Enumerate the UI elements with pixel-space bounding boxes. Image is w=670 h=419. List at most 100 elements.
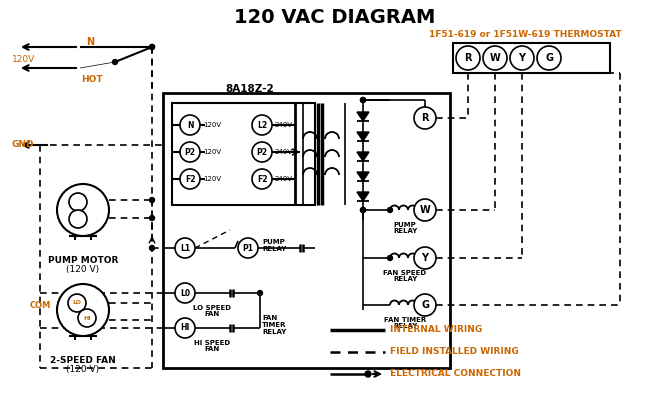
Text: L1: L1 (180, 243, 190, 253)
Text: G: G (421, 300, 429, 310)
Circle shape (257, 290, 263, 295)
Circle shape (57, 184, 109, 236)
Circle shape (175, 318, 195, 338)
Text: 120V: 120V (203, 122, 221, 128)
Circle shape (238, 238, 258, 258)
Text: Y: Y (421, 253, 429, 263)
Text: HOT: HOT (81, 75, 103, 84)
Text: W: W (419, 205, 430, 215)
Text: (120 V): (120 V) (66, 365, 100, 374)
Bar (163, 93, 450, 368)
Bar (172, 103, 315, 205)
Text: N: N (187, 121, 193, 129)
Text: INTERNAL WIRING: INTERNAL WIRING (390, 326, 482, 334)
Text: 120V: 120V (203, 176, 221, 182)
Circle shape (483, 46, 507, 70)
Text: FAN SPEED: FAN SPEED (383, 270, 427, 276)
Circle shape (149, 197, 155, 202)
Text: LO SPEED: LO SPEED (193, 305, 231, 311)
Text: F2: F2 (257, 174, 267, 184)
Text: 2-SPEED FAN: 2-SPEED FAN (50, 356, 116, 365)
Circle shape (57, 284, 109, 336)
Text: FAN: FAN (204, 346, 220, 352)
Circle shape (180, 115, 200, 135)
Circle shape (149, 44, 155, 49)
Circle shape (149, 215, 155, 220)
Text: 120V: 120V (12, 55, 36, 64)
Circle shape (175, 283, 195, 303)
Polygon shape (357, 192, 369, 201)
Circle shape (387, 256, 393, 261)
Text: TIMER: TIMER (262, 322, 287, 328)
Text: P2: P2 (184, 147, 196, 157)
Polygon shape (357, 172, 369, 181)
Circle shape (510, 46, 534, 70)
Circle shape (175, 238, 195, 258)
Text: RELAY: RELAY (393, 276, 417, 282)
Text: RELAY: RELAY (393, 323, 417, 329)
Circle shape (149, 44, 155, 49)
Text: F2: F2 (185, 174, 195, 184)
Circle shape (365, 371, 371, 377)
Circle shape (360, 98, 366, 103)
Text: RELAY: RELAY (393, 228, 417, 234)
Circle shape (360, 207, 366, 212)
Text: PUMP: PUMP (262, 239, 285, 245)
Text: FAN: FAN (262, 315, 277, 321)
Text: 1F51-619 or 1F51W-619 THERMOSTAT: 1F51-619 or 1F51W-619 THERMOSTAT (429, 30, 621, 39)
Text: N: N (86, 37, 94, 47)
Polygon shape (357, 132, 369, 141)
Text: Y: Y (519, 53, 525, 63)
Text: 240V: 240V (275, 176, 293, 182)
Circle shape (414, 199, 436, 221)
Circle shape (360, 207, 366, 212)
Text: G: G (545, 53, 553, 63)
Text: HI: HI (83, 316, 91, 321)
Circle shape (69, 193, 87, 211)
Circle shape (149, 246, 155, 251)
Text: RELAY: RELAY (262, 329, 286, 335)
Circle shape (456, 46, 480, 70)
Text: 8A18Z-2: 8A18Z-2 (226, 84, 275, 94)
Text: COM: COM (29, 302, 51, 310)
Circle shape (69, 210, 87, 228)
Polygon shape (357, 112, 369, 121)
Text: 240V: 240V (275, 149, 293, 155)
Text: P1: P1 (243, 243, 253, 253)
Text: P2: P2 (257, 147, 267, 157)
Text: FIELD INSTALLED WIRING: FIELD INSTALLED WIRING (390, 347, 519, 357)
Circle shape (414, 294, 436, 316)
Text: R: R (421, 113, 429, 123)
Text: LO: LO (72, 300, 82, 305)
Text: R: R (464, 53, 472, 63)
Circle shape (252, 142, 272, 162)
Circle shape (78, 309, 96, 327)
Circle shape (360, 98, 366, 103)
Text: 240V: 240V (275, 122, 293, 128)
Text: L2: L2 (257, 121, 267, 129)
Polygon shape (357, 152, 369, 161)
Circle shape (414, 247, 436, 269)
Circle shape (180, 142, 200, 162)
Text: PUMP: PUMP (394, 222, 416, 228)
Circle shape (252, 169, 272, 189)
Circle shape (537, 46, 561, 70)
Text: PUMP MOTOR: PUMP MOTOR (48, 256, 118, 265)
Text: ELECTRICAL CONNECTION: ELECTRICAL CONNECTION (390, 370, 521, 378)
Circle shape (387, 207, 393, 212)
Circle shape (252, 115, 272, 135)
Text: RELAY: RELAY (262, 246, 286, 252)
Text: HI SPEED: HI SPEED (194, 340, 230, 346)
Text: W: W (490, 53, 500, 63)
Text: L0: L0 (180, 289, 190, 297)
Text: GND: GND (12, 140, 34, 149)
Circle shape (113, 59, 117, 65)
Text: 120 VAC DIAGRAM: 120 VAC DIAGRAM (234, 8, 436, 27)
Circle shape (180, 169, 200, 189)
Text: 120V: 120V (203, 149, 221, 155)
Text: FAN TIMER: FAN TIMER (384, 317, 426, 323)
Circle shape (414, 107, 436, 129)
Text: HI: HI (180, 323, 190, 333)
Text: FAN: FAN (204, 311, 220, 317)
Bar (453, 43, 610, 73)
